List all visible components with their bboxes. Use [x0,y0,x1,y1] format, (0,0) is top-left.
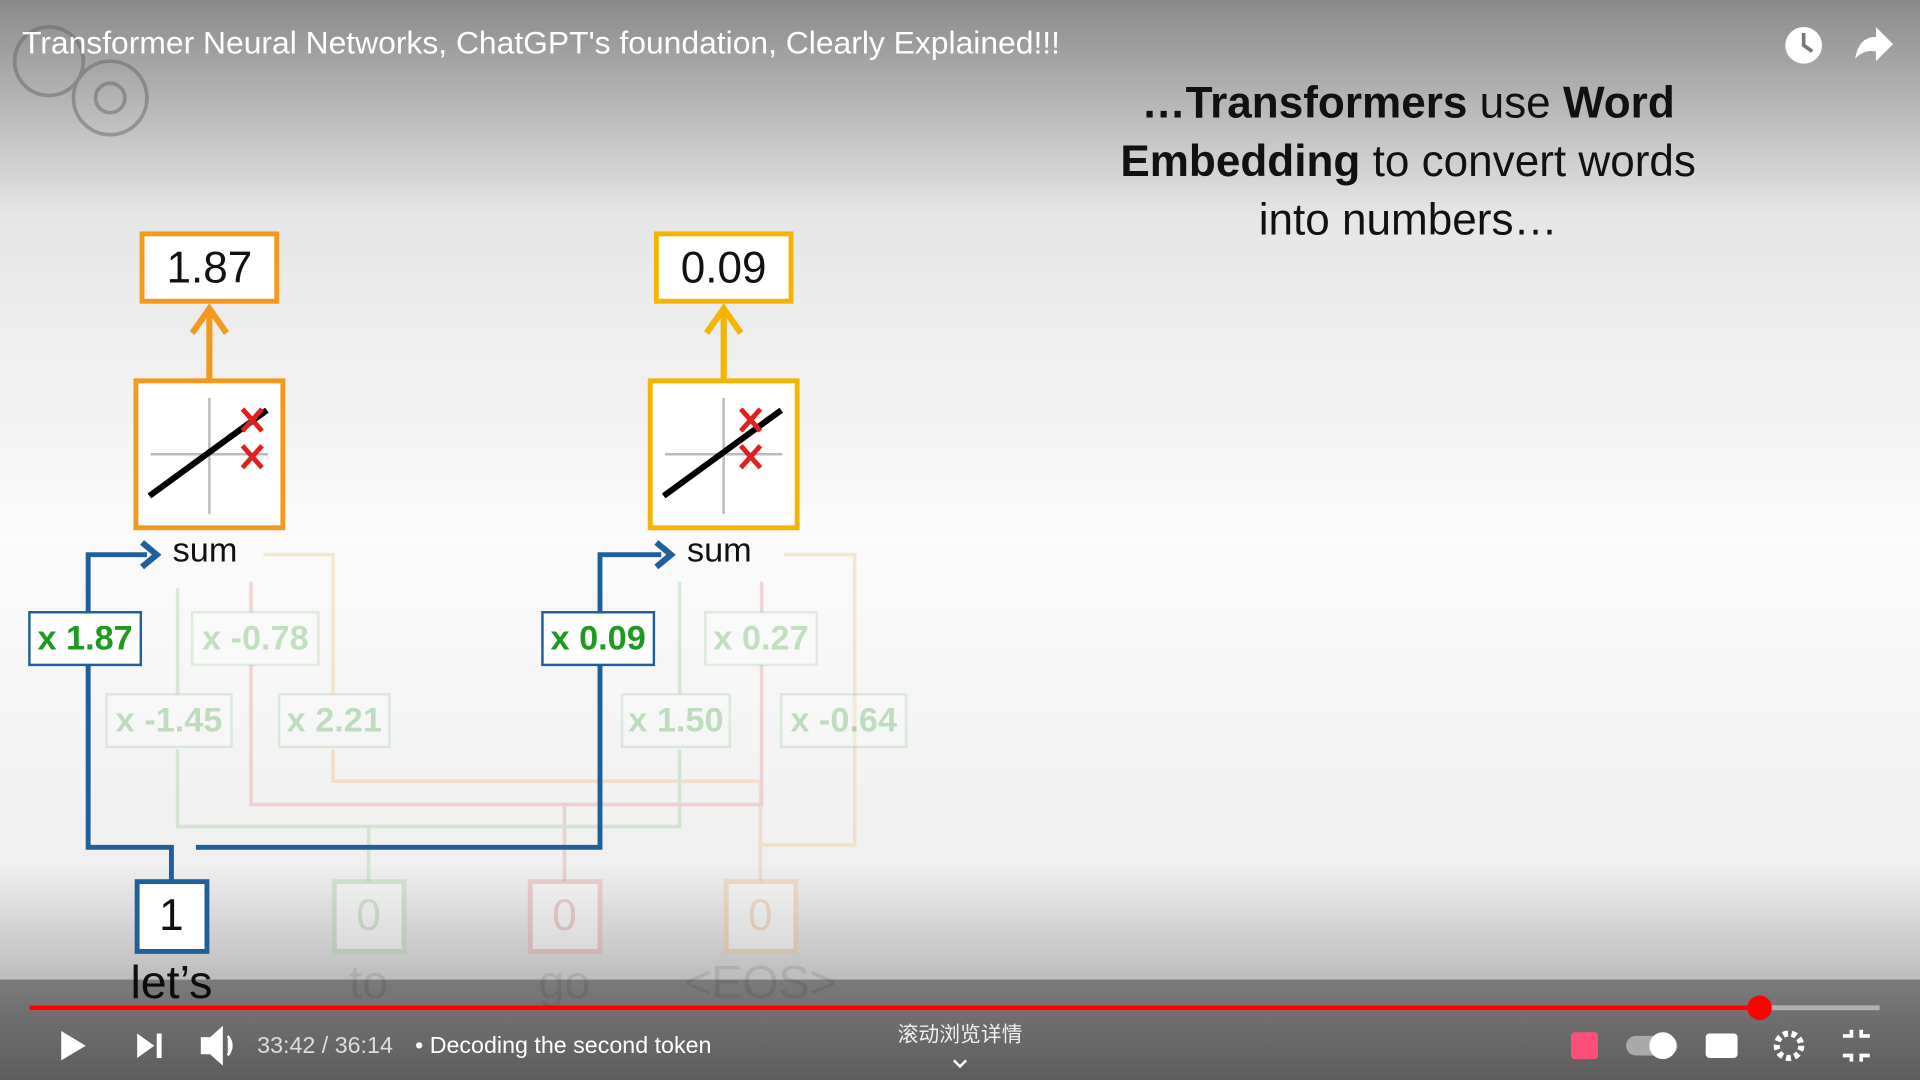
data-point [240,407,264,433]
data-point [738,444,763,470]
weight-box [704,611,818,667]
output-box [653,231,794,304]
weight-value: x 2.21 [287,702,382,740]
weight-box [780,693,908,749]
input: 0 to [331,879,407,1008]
weight-value: x -0.78 [202,619,309,657]
weight-value: x -1.45 [116,702,223,740]
input-box [134,879,210,954]
weight-value: x 0.09 [551,619,646,657]
weight: x -0.78 [191,611,320,667]
output-box [139,231,280,304]
output-value: 0.09 [681,243,767,292]
weight: x 1.87 [28,611,143,667]
video-title[interactable]: Transformer Neural Networks, ChatGPT's f… [22,25,1060,61]
share-icon[interactable] [1855,26,1894,62]
weight: x -1.45 [105,693,233,749]
weight-box [541,611,656,667]
progress-thumb[interactable] [1747,995,1772,1020]
input: 1 let’s [130,879,212,1008]
weight-box [105,693,233,749]
logo [12,25,149,137]
chapter-title[interactable]: • Decoding the second token [415,1032,711,1058]
input-word: <EOS> [684,956,837,1008]
autoplay-knob [1649,1032,1677,1060]
scroll-hint[interactable]: 滚动浏览详情 [898,1023,1023,1046]
input: 0 <EOS> [684,879,837,1008]
input-value: 1 [159,891,184,940]
input-box [331,879,407,954]
input-value: 0 [748,891,773,940]
play-button[interactable] [61,1031,86,1061]
arrow [704,303,744,380]
time-display: 33:42 / 36:14 [257,1032,393,1058]
input-box [527,879,603,954]
caption-line: into numbers… [1259,195,1558,244]
data-point [240,444,264,470]
network: 1.87 sum x 1.87 x -0.78 x -1.45 x 2.21 0.09 sum… [28,231,908,1008]
input-value: 0 [552,891,577,940]
activation-line [661,407,784,499]
translate-button[interactable] [1571,1032,1598,1060]
input-word: go [539,956,591,1008]
weight: x 2.21 [277,693,391,749]
faded-wires [175,552,857,882]
sum-label: sum [173,531,238,569]
weight-value: x -0.64 [790,702,897,740]
weight: x 1.50 [620,693,732,749]
arrow [189,303,230,380]
input: 0 go [527,879,603,1008]
progress-played [29,1005,1760,1011]
watch-later-icon[interactable] [1785,26,1823,64]
data-point [738,407,763,433]
weight-value: x 1.50 [628,702,723,740]
next-button[interactable] [137,1033,162,1058]
weight: x -0.64 [780,693,908,749]
subtitles-button[interactable] [1705,1033,1738,1058]
controls-backdrop [0,979,1920,1080]
sum-label: sum [687,531,752,569]
input-value: 0 [356,891,381,940]
chevron[interactable] [953,1059,967,1069]
weight-box [28,611,143,667]
input-word: let’s [130,956,212,1008]
weight-box [191,611,320,667]
input-box [723,879,799,954]
weight: x 0.27 [704,611,818,667]
weight-box [277,693,391,749]
weight-value: x 0.27 [713,619,808,657]
active-wires [85,540,676,882]
input-word: to [349,956,388,1008]
exit-fullscreen-button[interactable] [1842,1029,1870,1062]
output-value: 1.87 [166,243,252,292]
volume-button[interactable] [200,1025,233,1066]
weight-value: x 1.87 [37,619,132,657]
caption-line: Embedding to convert words [1120,137,1696,186]
weight-box [620,693,732,749]
weight: x 0.09 [541,611,656,667]
caption-line: …Transformers use Word [1142,78,1675,127]
